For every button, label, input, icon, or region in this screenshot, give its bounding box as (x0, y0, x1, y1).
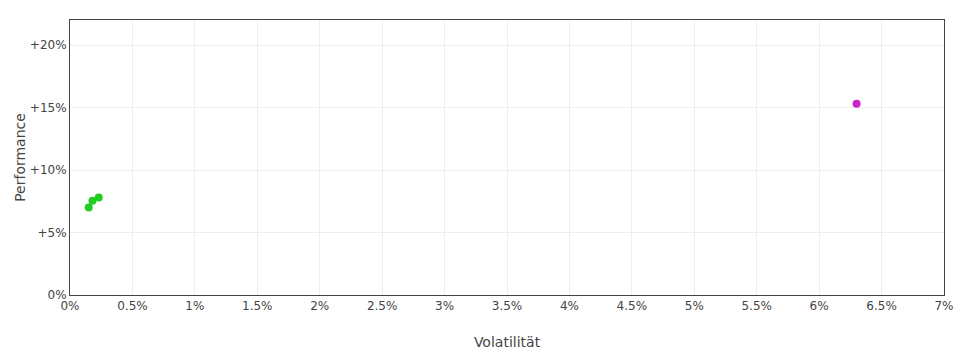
svg-text:+20%: +20% (30, 38, 67, 52)
svg-text:0%: 0% (60, 299, 79, 313)
svg-text:2.5%: 2.5% (367, 299, 398, 313)
svg-text:Volatilität: Volatilität (474, 334, 541, 350)
svg-text:+15%: +15% (30, 101, 67, 115)
svg-text:Performance: Performance (12, 113, 28, 202)
svg-text:+5%: +5% (38, 226, 67, 240)
svg-text:5.5%: 5.5% (741, 299, 772, 313)
svg-text:4.5%: 4.5% (617, 299, 648, 313)
svg-text:1.5%: 1.5% (242, 299, 273, 313)
svg-text:4%: 4% (560, 299, 579, 313)
svg-text:7%: 7% (934, 299, 953, 313)
svg-text:6%: 6% (810, 299, 829, 313)
svg-text:3.5%: 3.5% (492, 299, 523, 313)
svg-text:+10%: +10% (30, 163, 67, 177)
svg-text:2%: 2% (310, 299, 329, 313)
svg-text:3%: 3% (435, 299, 454, 313)
svg-text:0%: 0% (48, 288, 67, 302)
svg-text:0.5%: 0.5% (117, 299, 148, 313)
svg-text:1%: 1% (185, 299, 204, 313)
svg-text:6.5%: 6.5% (866, 299, 897, 313)
svg-text:5%: 5% (685, 299, 704, 313)
